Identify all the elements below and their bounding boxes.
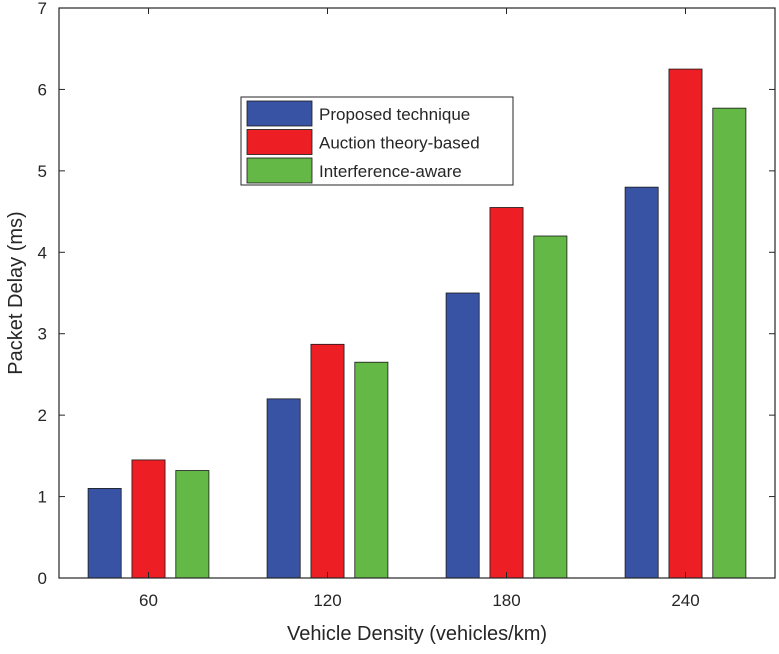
bar-proposed-technique-180 [445, 292, 480, 579]
legend-label: Auction theory-based [319, 134, 480, 153]
y-tick-label: 6 [38, 80, 47, 99]
x-tick-label: 60 [139, 591, 158, 610]
x-tick-label: 180 [492, 591, 520, 610]
y-tick-label: 3 [38, 325, 47, 344]
bar-proposed-technique-60 [87, 488, 122, 579]
bars-layer [87, 68, 747, 579]
bar-interference-aware-60 [175, 470, 210, 579]
y-tick-label: 2 [38, 406, 47, 425]
x-tick-label: 120 [313, 591, 341, 610]
bar-auction-theory-based-60 [131, 459, 166, 579]
y-axis: 0 1 2 3 4 5 6 7 [38, 0, 775, 588]
y-axis-label: Packet Delay (ms) [5, 211, 27, 374]
x-axis-label: Vehicle Density (vehicles/km) [287, 623, 547, 645]
y-tick-label: 0 [38, 569, 47, 588]
y-tick-label: 7 [38, 0, 47, 18]
legend-swatch [246, 157, 313, 184]
bar-interference-aware-240 [712, 107, 747, 579]
y-tick-label: 1 [38, 488, 47, 507]
legend-swatch [246, 129, 313, 155]
legend-items: Proposed technique Auction theory-based In… [246, 100, 480, 184]
bar-auction-theory-based-180 [489, 207, 524, 579]
bar-auction-theory-based-240 [668, 68, 703, 579]
bar-proposed-technique-120 [266, 398, 301, 579]
legend: Proposed technique Auction theory-based In… [240, 96, 514, 186]
bar-interference-aware-120 [354, 361, 389, 579]
bar-auction-theory-based-120 [310, 343, 345, 579]
x-tick-label: 240 [671, 591, 699, 610]
bar-proposed-technique-240 [624, 186, 659, 579]
axes-box [58, 7, 776, 579]
y-tick-label: 5 [38, 162, 47, 181]
y-tick-label: 4 [38, 243, 47, 262]
legend-label: Proposed technique [319, 105, 470, 124]
legend-label: Interference-aware [319, 162, 462, 181]
bar-interference-aware-180 [533, 235, 568, 579]
x-axis: 60 120 180 240 [139, 8, 700, 610]
legend-swatch [246, 100, 313, 127]
